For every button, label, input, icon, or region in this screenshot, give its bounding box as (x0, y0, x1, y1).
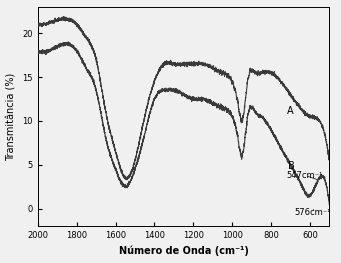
Text: 547cm⁻¹: 547cm⁻¹ (286, 171, 323, 180)
Y-axis label: Transmitância (%): Transmitância (%) (7, 72, 17, 161)
Text: A: A (286, 106, 293, 116)
X-axis label: Número de Onda (cm⁻¹): Número de Onda (cm⁻¹) (119, 246, 249, 256)
Text: B: B (288, 161, 295, 171)
Text: 576cm⁻¹: 576cm⁻¹ (294, 209, 331, 218)
